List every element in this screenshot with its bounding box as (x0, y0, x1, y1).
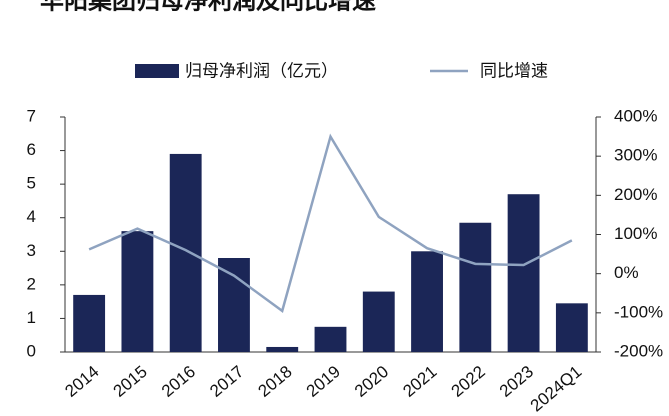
bar (555, 303, 588, 352)
bar (507, 194, 540, 352)
legend-label: 归母净利润（亿元） (185, 61, 338, 80)
x-tick-label: 2023 (496, 362, 537, 401)
y2-tick-label: -100% (614, 302, 663, 321)
bar (218, 258, 250, 352)
bar (73, 294, 106, 352)
line (88, 133, 573, 313)
x-tick-label: 2019 (303, 362, 344, 401)
y2-tick-label: 400% (614, 106, 657, 125)
x-tick-label: 2015 (110, 362, 151, 401)
y-tick-label: 5 (27, 174, 36, 193)
y-tick-label: 2 (27, 274, 36, 293)
x-tick-label: 2021 (399, 362, 440, 401)
bar (411, 251, 443, 352)
y-tick-label: 1 (27, 308, 36, 327)
y2-tick-label: 300% (614, 146, 657, 165)
x-tick-label: 2024Q1 (527, 362, 586, 415)
legend-label: 同比增速 (480, 61, 548, 80)
y2-tick-label: 200% (614, 185, 657, 204)
bar (169, 153, 202, 352)
x-tick-label: 2014 (61, 362, 102, 401)
x-tick-label: 2020 (351, 362, 392, 401)
legend-swatch (135, 64, 179, 78)
bar (314, 326, 347, 352)
y-tick-label: 7 (27, 106, 36, 125)
y-tick-label: 3 (27, 241, 36, 260)
chart-title: 华阳集团归母净利润及同比增速 (40, 0, 376, 14)
bar (362, 291, 395, 352)
bar (121, 231, 154, 352)
y2-tick-label: 100% (614, 224, 657, 243)
x-tick-label: 2016 (158, 362, 199, 401)
x-tick-label: 2022 (448, 362, 489, 401)
bar (266, 346, 299, 352)
y-tick-label: 4 (27, 207, 36, 226)
bar (459, 222, 492, 352)
x-tick-label: 2017 (206, 362, 247, 401)
y2-tick-label: -200% (614, 341, 663, 360)
x-tick-label: 2018 (254, 362, 295, 401)
y-tick-label: 0 (27, 341, 36, 360)
y-tick-label: 6 (27, 140, 36, 159)
y2-tick-label: 0% (614, 263, 639, 282)
